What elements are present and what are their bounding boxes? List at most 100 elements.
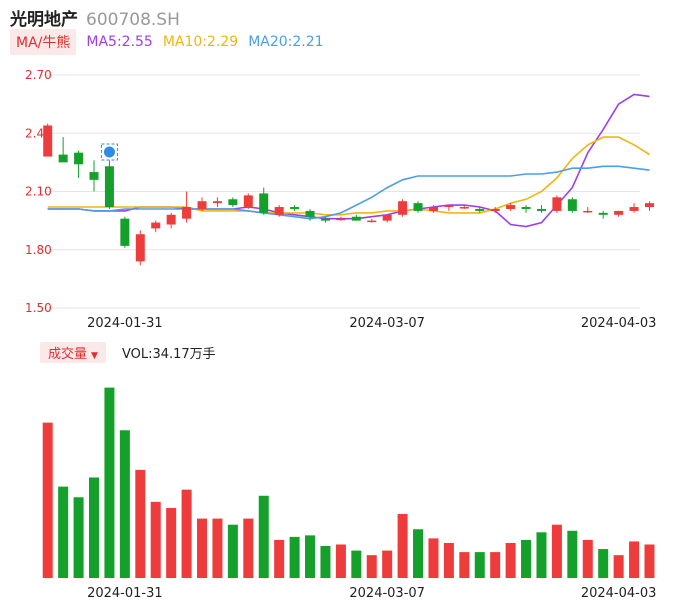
candle-body bbox=[212, 201, 222, 204]
candle-body bbox=[567, 199, 577, 211]
volume-bar bbox=[166, 507, 177, 578]
candlesticks bbox=[43, 123, 654, 266]
candle bbox=[521, 205, 531, 213]
candle bbox=[290, 205, 300, 211]
volume-bar bbox=[335, 544, 346, 578]
stock-header: 光明地产 600708.SH bbox=[10, 5, 180, 30]
candle-body bbox=[89, 172, 99, 180]
candle bbox=[382, 214, 392, 223]
y-tick-label: 2.10 bbox=[25, 185, 52, 199]
ma10-legend: MA10:2.29 bbox=[162, 34, 239, 50]
candle-body bbox=[583, 210, 593, 213]
price-y-axis: 2.702.402.101.801.50 bbox=[25, 68, 52, 315]
ma-line-ma20 bbox=[47, 165, 650, 220]
x-tick-label: 2024-03-07 bbox=[349, 316, 425, 331]
candle bbox=[506, 203, 516, 211]
candle bbox=[274, 205, 284, 217]
candle-body bbox=[151, 222, 161, 229]
candle bbox=[367, 218, 377, 223]
candle bbox=[567, 197, 577, 213]
y-tick-label: 1.50 bbox=[25, 301, 52, 315]
candle-body bbox=[274, 207, 284, 215]
candle bbox=[305, 208, 315, 221]
volume-bar bbox=[119, 430, 130, 578]
y-tick-label: 2.70 bbox=[25, 68, 52, 82]
volume-bar bbox=[73, 497, 84, 578]
candle bbox=[583, 207, 593, 213]
candle-body bbox=[536, 208, 546, 211]
candle-body bbox=[521, 207, 531, 209]
candle bbox=[475, 207, 485, 213]
candle-body bbox=[629, 207, 639, 211]
volume-bar bbox=[428, 538, 439, 578]
price-grid bbox=[40, 74, 640, 309]
volume-bar bbox=[320, 546, 331, 578]
candle bbox=[151, 220, 161, 233]
volume-bar bbox=[289, 536, 300, 578]
candle bbox=[552, 195, 562, 213]
volume-bar bbox=[104, 387, 115, 578]
volume-legend: 成交量 ▼ VOL:34.17万手 bbox=[40, 341, 216, 363]
x-tick-label: 2024-04-03 bbox=[581, 586, 657, 601]
volume-bar bbox=[474, 552, 485, 578]
volume-indicator-label: 成交量 bbox=[48, 346, 88, 362]
candle bbox=[644, 201, 654, 211]
ma-indicator-selector[interactable]: MA/牛熊 bbox=[10, 29, 77, 55]
stock-name: 光明地产 bbox=[10, 10, 78, 30]
volume-bar bbox=[197, 518, 208, 578]
candle bbox=[320, 216, 330, 223]
volume-bar bbox=[366, 555, 377, 578]
y-tick-label: 1.80 bbox=[25, 243, 52, 257]
volume-bar bbox=[598, 549, 609, 578]
candle-body bbox=[382, 214, 392, 221]
candle bbox=[614, 210, 624, 217]
marker-frame bbox=[100, 143, 118, 161]
candle bbox=[104, 160, 114, 209]
candle bbox=[89, 160, 99, 192]
volume-x-axis: 2024-01-31 2024-03-07 2024-04-03 bbox=[87, 586, 656, 601]
price-x-axis: 2024-01-31 2024-03-07 2024-04-03 bbox=[87, 316, 656, 331]
candle bbox=[135, 230, 145, 266]
candle-body bbox=[320, 218, 330, 221]
moving-average-lines bbox=[47, 93, 650, 228]
candle bbox=[413, 201, 423, 213]
volume-bar bbox=[274, 539, 285, 578]
candle bbox=[336, 216, 346, 221]
candle bbox=[58, 137, 68, 163]
volume-bars bbox=[42, 387, 655, 578]
candle-body bbox=[644, 203, 654, 208]
candle bbox=[74, 150, 84, 178]
candle-body bbox=[413, 203, 423, 211]
volume-bar bbox=[397, 514, 408, 578]
volume-bar bbox=[459, 552, 470, 578]
candle-body bbox=[552, 197, 562, 211]
candle bbox=[398, 199, 408, 217]
candle bbox=[459, 205, 469, 209]
candle-body bbox=[598, 212, 608, 215]
volume-value: VOL:34.17万手 bbox=[121, 346, 216, 362]
volume-bar bbox=[212, 518, 223, 578]
candle bbox=[351, 214, 361, 221]
candle bbox=[212, 197, 222, 208]
event-marker-icon bbox=[100, 143, 118, 161]
volume-bar bbox=[150, 501, 161, 578]
volume-bar bbox=[505, 542, 516, 578]
volume-bar bbox=[490, 552, 501, 578]
candle-body bbox=[398, 201, 408, 215]
candle-body bbox=[305, 210, 315, 217]
volume-bar bbox=[413, 529, 424, 578]
volume-indicator-selector[interactable]: 成交量 ▼ bbox=[40, 341, 106, 363]
candle-body bbox=[367, 220, 377, 223]
candle bbox=[598, 210, 608, 219]
candle-body bbox=[43, 125, 53, 157]
candle bbox=[490, 207, 500, 213]
candle-body bbox=[351, 216, 361, 221]
candle bbox=[536, 205, 546, 213]
volume-bar bbox=[536, 532, 547, 578]
volume-bar bbox=[382, 550, 393, 578]
candle-body bbox=[120, 218, 130, 246]
volume-bar bbox=[258, 495, 269, 578]
x-tick-label: 2024-01-31 bbox=[87, 316, 163, 331]
candle-body bbox=[490, 208, 500, 211]
candle-body bbox=[259, 193, 269, 213]
